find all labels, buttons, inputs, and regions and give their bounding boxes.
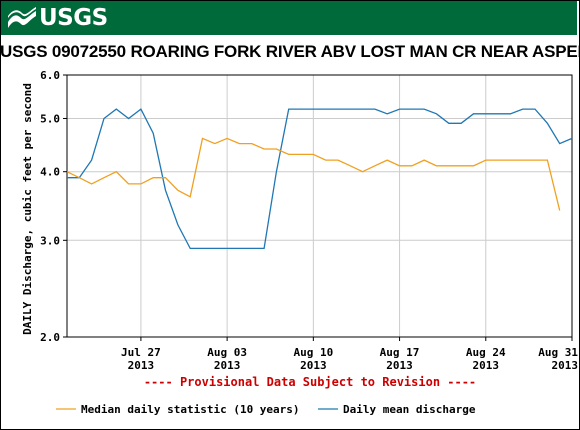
y-tick-label: 2.0 bbox=[40, 331, 60, 344]
usgs-logo-text: USGS bbox=[39, 5, 108, 31]
x-tick-label: Aug 10 bbox=[293, 346, 333, 359]
legend-label: Daily mean discharge bbox=[343, 403, 476, 416]
usgs-wave-icon bbox=[8, 7, 36, 28]
plot-area bbox=[66, 74, 573, 338]
x-tick-label: Jul 27 bbox=[121, 346, 161, 359]
x-tick-year: 2013 bbox=[473, 359, 500, 372]
chart-legend: Median daily statistic (10 years) Daily m… bbox=[56, 403, 476, 416]
y-tick-label: 6.0 bbox=[40, 69, 60, 82]
x-tick-year: 2013 bbox=[128, 359, 155, 372]
legend-label: Median daily statistic (10 years) bbox=[81, 403, 300, 416]
x-tick-label: Aug 24 bbox=[466, 346, 506, 359]
y-axis-label: DAILY Discharge, cubic feet per second bbox=[21, 83, 34, 335]
usgs-banner: USGS bbox=[1, 1, 577, 35]
chart-title: USGS 09072550 ROARING FORK RIVER ABV LOS… bbox=[0, 42, 580, 61]
x-tick-year: 2013 bbox=[552, 359, 579, 372]
x-tick-year: 2013 bbox=[300, 359, 327, 372]
y-tick-label: 4.0 bbox=[40, 166, 60, 179]
usgs-logo[interactable]: USGS bbox=[7, 5, 108, 31]
median-statistic-line bbox=[66, 137, 561, 211]
y-axis: 2.0 3.0 4.0 5.0 6.0 bbox=[40, 69, 67, 344]
x-tick-label: Aug 31 bbox=[538, 346, 578, 359]
provisional-notice: ---- Provisional Data Subject to Revisio… bbox=[144, 375, 476, 389]
x-tick-year: 2013 bbox=[214, 359, 241, 372]
series-group bbox=[66, 108, 573, 250]
x-tick-label: Aug 03 bbox=[207, 346, 247, 359]
x-tick-label: Aug 17 bbox=[380, 346, 420, 359]
y-tick-label: 3.0 bbox=[40, 234, 60, 247]
x-tick-year: 2013 bbox=[386, 359, 413, 372]
mean-discharge-line bbox=[67, 108, 573, 250]
y-tick-label: 5.0 bbox=[40, 112, 60, 125]
